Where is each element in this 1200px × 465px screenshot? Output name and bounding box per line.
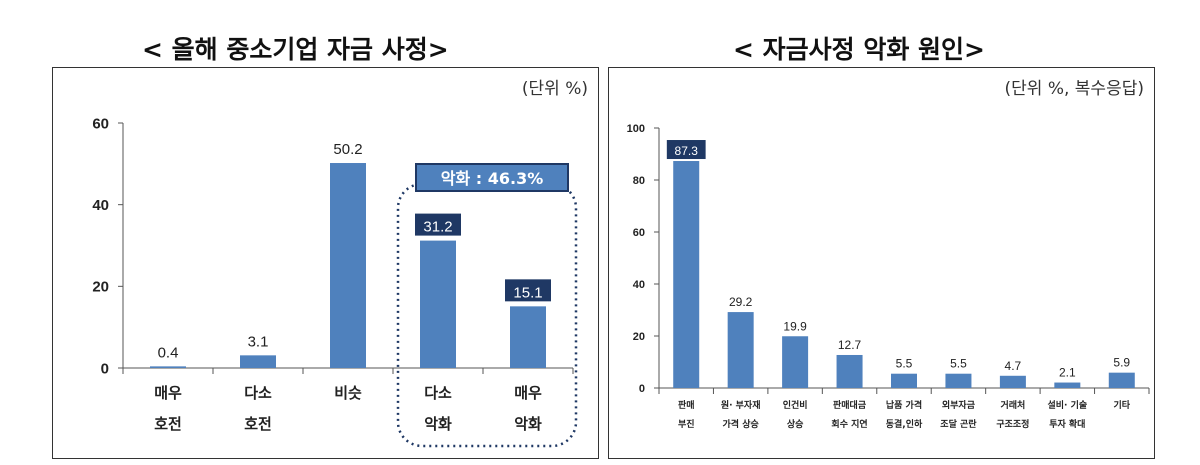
- right-data-label: 87.3: [675, 144, 699, 158]
- left-bar: [510, 306, 546, 368]
- deterioration-callout-box: [415, 163, 569, 192]
- left-unit-label: (단위 %): [521, 79, 588, 99]
- right-y-tick-label: 0: [639, 383, 645, 395]
- right-category-label: 투자 확대: [1049, 418, 1085, 430]
- right-category-label: 설비· 기술: [1047, 399, 1087, 411]
- right-category-label: 외부자금: [942, 399, 976, 411]
- right-unit-label: (단위 %, 복수응답): [1004, 79, 1144, 99]
- right-category-label: 판매: [678, 399, 695, 411]
- right-data-label: 12.7: [838, 338, 862, 352]
- right-bar: [1108, 372, 1135, 388]
- right-category-label: 동결,인하: [886, 418, 923, 430]
- right-data-label: 5.5: [896, 357, 913, 371]
- right-y-tick-label: 20: [633, 331, 645, 343]
- right-bar: [945, 373, 972, 388]
- right-category-label: 판매대금: [833, 399, 867, 411]
- left-y-tick-label: 40: [92, 197, 109, 214]
- left-category-label: 호전: [154, 415, 182, 433]
- left-data-label: 3.1: [248, 333, 269, 350]
- left-data-label: 31.2: [423, 219, 452, 236]
- left-data-label-box: [505, 279, 551, 302]
- left-category-label: 매우: [154, 384, 182, 402]
- right-bar: [1054, 382, 1081, 388]
- right-category-label: 기타: [1113, 399, 1130, 411]
- left-y-tick-label: 20: [92, 279, 109, 296]
- right-category-label: 납품 가격: [886, 399, 922, 411]
- deterioration-callout-text: 악화 : 46.3%: [441, 169, 544, 188]
- right-y-tick-label: 100: [627, 123, 645, 135]
- right-bar: [673, 161, 700, 388]
- right-data-label-box: [666, 140, 706, 160]
- left-category-label: 매우: [514, 384, 542, 402]
- left-bar: [420, 240, 456, 368]
- left-bar: [150, 366, 186, 368]
- right-data-label: 5.5: [950, 357, 967, 371]
- left-bar: [240, 355, 276, 368]
- right-bar: [891, 373, 917, 388]
- right-category-label: 회수 지연: [831, 418, 867, 430]
- right-bar: [782, 336, 809, 388]
- right-y-tick-label: 80: [633, 175, 645, 187]
- left-bar: [330, 163, 366, 368]
- left-data-label: 50.2: [333, 141, 362, 158]
- right-y-tick-label: 40: [633, 279, 645, 291]
- right-data-label: 19.9: [783, 319, 807, 333]
- left-category-label: 악화: [514, 415, 542, 433]
- right-category-label: 조달 곤란: [940, 418, 977, 430]
- right-bar: [836, 354, 863, 388]
- right-data-label: 5.9: [1113, 356, 1130, 370]
- right-data-label: 4.7: [1005, 359, 1022, 373]
- left-data-label: 15.1: [513, 284, 542, 301]
- right-y-tick-label: 60: [633, 227, 645, 239]
- right-category-label: 원· 부자재: [721, 399, 761, 411]
- left-data-label-box: [415, 213, 461, 236]
- left-y-tick-label: 0: [101, 360, 109, 377]
- right-data-label: 2.1: [1059, 366, 1076, 380]
- right-bar: [999, 375, 1026, 388]
- right-category-label: 구조조정: [996, 418, 1029, 430]
- left-category-label: 악화: [424, 415, 452, 433]
- right-category-label: 부진: [678, 418, 695, 430]
- left-category-label: 다소: [424, 384, 452, 402]
- left-y-tick-label: 60: [92, 115, 109, 132]
- right-chart-title: < 자금사정 악화 원인>: [733, 35, 986, 64]
- left-category-label: 다소: [244, 384, 272, 402]
- right-data-label: 29.2: [729, 295, 753, 309]
- left-chart-title: < 올해 중소기업 자금 사정>: [142, 35, 449, 64]
- right-category-label: 인건비: [783, 399, 808, 411]
- left-category-label: 호전: [244, 415, 272, 433]
- right-category-label: 가격 상승: [723, 418, 759, 430]
- right-category-label: 거래처: [1000, 399, 1025, 411]
- right-category-label: 상승: [787, 418, 804, 430]
- right-bar: [727, 312, 754, 388]
- left-data-label: 0.4: [158, 344, 179, 361]
- left-category-label: 비슷: [334, 384, 362, 402]
